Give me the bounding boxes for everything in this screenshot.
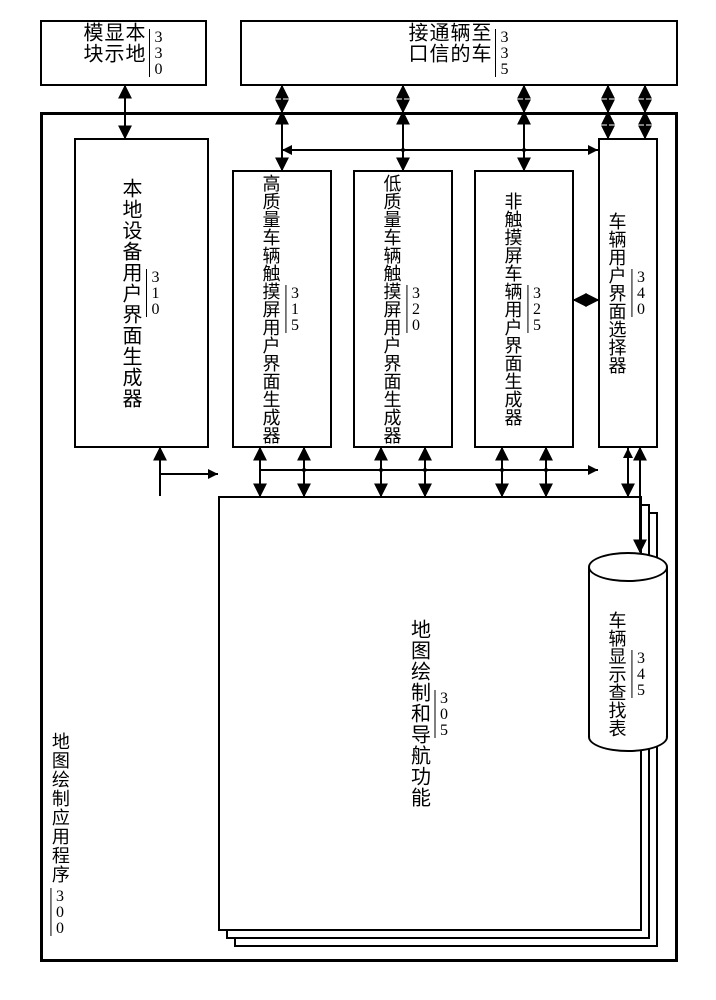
map-nav-label: 地图绘制和导航功能 bbox=[408, 619, 429, 808]
lq-touch-ref: 320 bbox=[406, 285, 424, 333]
outer-frame-label: 地图绘制应用程序 bbox=[50, 732, 69, 884]
comm-interface: 至车辆的通信接口 335 bbox=[240, 20, 678, 86]
outer-frame-ref: 300 bbox=[50, 888, 68, 936]
ui-selector-label: 车辆用户界面选择器 bbox=[607, 212, 626, 374]
lq-touch-label: 低质量车辆触摸屏用户界面生成器 bbox=[382, 174, 401, 444]
local-display-ref: 330 bbox=[149, 29, 167, 77]
lq-touch-generator: 低质量车辆触摸屏用户界面生成器 320 bbox=[353, 170, 453, 448]
map-nav-ref: 305 bbox=[435, 690, 453, 738]
map-nav-module: 地图绘制和导航功能 305 bbox=[218, 496, 642, 931]
local-display-label: 本地显示模块 bbox=[80, 22, 143, 84]
nontouch-label: 非触摸屏车辆用户界面生成器 bbox=[503, 192, 522, 426]
comm-if-ref: 335 bbox=[495, 29, 513, 77]
local-display-module: 本地显示模块 330 bbox=[40, 20, 207, 86]
ui-selector-ref: 340 bbox=[631, 269, 649, 317]
diagram-canvas: 地图绘制应用程序 300 本地显示模块 330 至车辆的通信接口 335 本地设… bbox=[0, 0, 716, 1000]
hq-touch-generator: 高质量车辆触摸屏用户界面生成器 315 bbox=[232, 170, 332, 448]
lookup-table-label: 车辆显示查找表 bbox=[607, 611, 626, 737]
nontouch-generator: 非触摸屏车辆用户界面生成器 325 bbox=[474, 170, 574, 448]
local-ui-generator: 本地设备用户界面生成器 310 bbox=[74, 138, 209, 448]
local-ui-gen-ref: 310 bbox=[146, 269, 164, 317]
outer-frame-caption: 地图绘制应用程序 300 bbox=[50, 732, 69, 936]
local-ui-gen-label: 本地设备用户界面生成器 bbox=[119, 178, 140, 409]
hq-touch-ref: 315 bbox=[285, 285, 303, 333]
lookup-table-ref: 345 bbox=[631, 650, 649, 698]
comm-if-label: 至车辆的通信接口 bbox=[405, 22, 489, 84]
nontouch-ref: 325 bbox=[527, 285, 545, 333]
lookup-table-cylinder: 车辆显示查找表 345 bbox=[588, 552, 668, 752]
ui-selector: 车辆用户界面选择器 340 bbox=[598, 138, 658, 448]
hq-touch-label: 高质量车辆触摸屏用户界面生成器 bbox=[261, 174, 280, 444]
